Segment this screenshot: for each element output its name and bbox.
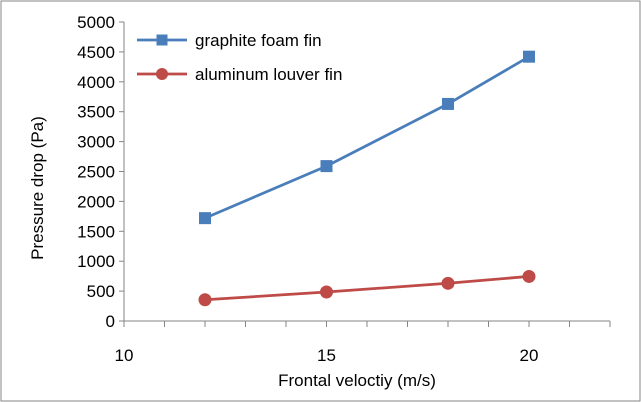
x-tick-label: 20 <box>520 346 539 365</box>
series-line <box>204 275 530 302</box>
legend-item: aluminum louver fin <box>137 65 342 84</box>
data-point-square <box>442 97 454 110</box>
legend: graphite foam fin aluminum louver fin <box>137 31 342 84</box>
data-point-circle <box>198 293 212 307</box>
y-tick-label: 0 <box>106 312 115 331</box>
data-point-circle <box>320 285 333 299</box>
series-layer <box>198 50 536 307</box>
legend-marker-square <box>156 34 168 46</box>
series-1 <box>199 50 535 225</box>
y-tick-label: 5000 <box>77 13 115 32</box>
axes: 0 500 1000 1500 2000 2500 3000 3500 4000 4500 5000… <box>77 13 611 365</box>
y-tick-label: 4500 <box>77 43 115 62</box>
data-point-square <box>523 50 535 63</box>
y-tick-label: 2000 <box>77 192 115 211</box>
y-tick-label: 3000 <box>77 133 115 152</box>
series-2 <box>198 269 536 307</box>
legend-marker-circle <box>156 68 168 80</box>
x-axis-title: Frontal veloctiy (m/s) <box>278 371 436 390</box>
data-point-square <box>320 160 333 173</box>
y-tick-label: 1000 <box>77 252 115 271</box>
y-tick-label: 1500 <box>77 222 115 241</box>
y-tick-label: 2500 <box>77 163 115 182</box>
series-line <box>204 55 530 220</box>
x-tick-label: 15 <box>317 346 336 365</box>
y-axis-title: Pressure drop (Pa) <box>28 116 47 260</box>
y-tick-label: 4000 <box>77 73 115 92</box>
data-point-circle <box>441 276 455 290</box>
y-tick-label: 500 <box>87 282 115 301</box>
legend-item: graphite foam fin <box>137 31 322 50</box>
data-point-square <box>199 212 211 225</box>
x-tick-label: 10 <box>115 346 134 365</box>
legend-label: aluminum louver fin <box>195 65 342 84</box>
legend-label: graphite foam fin <box>195 31 322 50</box>
data-point-circle <box>522 269 536 283</box>
y-tick-label: 3500 <box>77 103 115 122</box>
